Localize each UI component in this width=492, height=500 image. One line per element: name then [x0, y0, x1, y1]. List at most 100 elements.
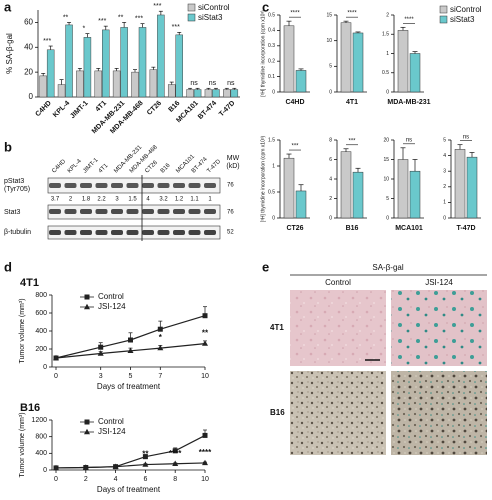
x-tick-label: 2 — [84, 476, 88, 483]
blot-band — [126, 209, 139, 214]
bar — [352, 171, 364, 219]
blot-band — [64, 209, 77, 214]
significance-label: ns — [463, 134, 469, 140]
bar — [340, 22, 352, 93]
mw-label: 76 — [227, 210, 234, 216]
marker — [84, 419, 90, 425]
panel-letter: a — [4, 0, 12, 14]
microscopy-panel — [290, 274, 487, 455]
marker — [84, 428, 90, 435]
y-tick-label: 400 — [35, 328, 47, 335]
marker — [112, 463, 119, 469]
y-tick-label: 20 — [383, 137, 389, 143]
row-label: pStat3 — [4, 178, 24, 185]
mw-label: 76 — [227, 183, 234, 189]
blot-band — [80, 209, 92, 214]
significance-label: **** — [199, 448, 212, 457]
x-tick-label: 10 — [201, 373, 209, 380]
significance-label: *** — [172, 24, 180, 31]
blot-band — [95, 230, 108, 235]
y-tick-label: 0.3 — [268, 43, 275, 49]
marker — [157, 326, 163, 332]
quantification: 3.7 — [51, 197, 60, 203]
y-tick-label: 40 — [24, 42, 33, 51]
significance-label: ** — [118, 14, 124, 21]
y-tick-label: 10 — [326, 38, 332, 44]
micrograph — [290, 290, 386, 366]
lane-label: T-47D — [206, 158, 222, 174]
significance-label: ns — [190, 80, 198, 87]
panel-title: CT26 — [286, 225, 303, 232]
marker — [142, 454, 148, 460]
legend-label: Control — [98, 292, 124, 301]
blot-band — [204, 209, 216, 214]
mw-label: 52 — [227, 230, 234, 236]
significance-label: ** — [202, 329, 209, 338]
micrograph — [290, 371, 386, 455]
quantification: 4 — [146, 197, 150, 203]
y-tick-label: 0.5 — [382, 70, 389, 76]
bar — [223, 89, 231, 98]
legend-label: JSI-124 — [98, 302, 126, 311]
panel-title: MCA101 — [395, 225, 423, 232]
y-tick-label: 0 — [329, 215, 332, 221]
y-tick-label: 4 — [329, 176, 332, 182]
lane-label: 4T1 — [98, 163, 110, 175]
blot-band — [204, 183, 216, 188]
bar — [157, 14, 165, 98]
y-tick-label: 5 — [329, 64, 332, 70]
bar — [112, 70, 121, 98]
marker — [127, 347, 134, 353]
x-tick-label: 8 — [173, 476, 177, 483]
y-tick-label: 15 — [383, 157, 389, 163]
y-tick-label: 1.5 — [382, 32, 389, 38]
blot-band — [49, 230, 61, 235]
x-tick-label: JIMT-1 — [69, 100, 89, 120]
x-tick-label: T-47D — [218, 100, 236, 118]
x-tick-label: 0 — [54, 476, 58, 483]
y-tick-label: 1 — [386, 51, 389, 57]
y-tick-label: 5 — [386, 196, 389, 202]
x-tick-label: 6 — [143, 476, 147, 483]
bar — [454, 149, 466, 219]
legend-label: siStat3 — [450, 15, 475, 24]
marker — [84, 294, 90, 300]
chart-title: B16 — [20, 402, 40, 414]
panel-title: T-47D — [456, 225, 475, 232]
panel-letter: b — [4, 139, 12, 154]
lane-label: B16 — [160, 162, 172, 174]
blot-band — [157, 230, 170, 235]
y-tick-label: 3 — [443, 169, 446, 175]
bar — [186, 89, 194, 98]
bar — [204, 89, 213, 98]
blot-band — [173, 230, 185, 235]
blot-band — [49, 183, 61, 188]
mw-header: MW — [227, 155, 240, 162]
quantification: 3 — [115, 197, 119, 203]
y-tick-label: 800 — [35, 292, 47, 299]
blot-band — [64, 183, 77, 188]
row-label: (Tyr705) — [4, 186, 30, 193]
y-tick-label: 60 — [24, 18, 33, 27]
bar — [230, 89, 239, 98]
y-tick-label: 0 — [443, 215, 446, 221]
marker — [202, 313, 208, 319]
bar — [120, 27, 128, 98]
bar — [212, 89, 220, 98]
lane-label: KPL-4 — [67, 158, 84, 175]
y-tick-label: 0.5 — [268, 189, 275, 195]
bar — [102, 29, 110, 98]
significance-label: * — [83, 25, 86, 32]
x-axis-label: Days of treatment — [97, 485, 161, 494]
lane-label: C4HD — [51, 158, 67, 174]
marker — [142, 461, 149, 467]
bar — [283, 25, 295, 93]
legend-swatch — [439, 5, 448, 14]
bar — [397, 159, 409, 219]
quantification: 1.1 — [190, 197, 199, 203]
blot-band — [142, 183, 154, 188]
legend-label: siControl — [450, 5, 482, 14]
bar — [397, 30, 409, 93]
bar — [65, 24, 73, 98]
y-tick-label: 0 — [386, 89, 389, 95]
